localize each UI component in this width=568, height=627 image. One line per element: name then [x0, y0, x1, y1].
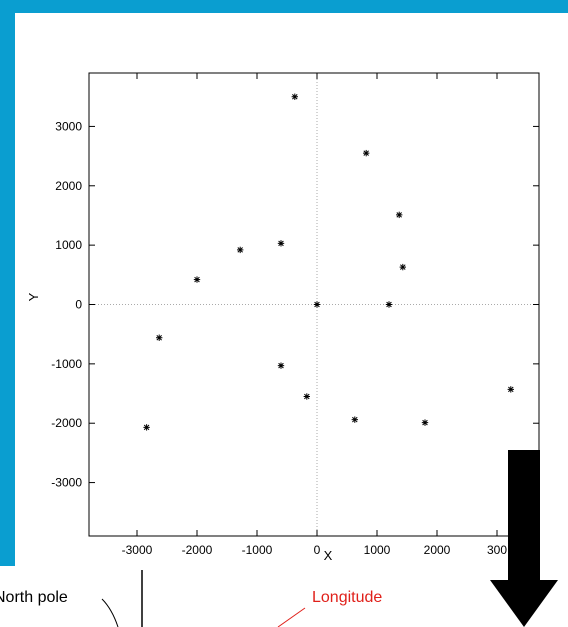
marker-stroke: [386, 301, 392, 308]
marker-stroke: [156, 334, 162, 341]
marker-stroke: [292, 93, 298, 100]
data-point-marker: [313, 301, 321, 308]
data-point-marker: [277, 362, 285, 369]
marker-stroke: [194, 276, 200, 283]
marker-stroke: [304, 393, 310, 400]
x-tick-label: 0: [314, 543, 321, 557]
longitude-leader-line: [277, 607, 306, 627]
marker-stroke: [363, 150, 369, 156]
data-points: [143, 93, 514, 431]
marker-stroke: [143, 424, 150, 431]
marker-stroke: [278, 240, 284, 247]
marker-stroke: [278, 362, 284, 369]
marker-stroke: [314, 301, 320, 308]
data-point-marker: [421, 419, 429, 426]
data-point-marker: [399, 263, 406, 271]
x-axis-label: X: [324, 548, 333, 563]
data-point-marker: [396, 211, 403, 219]
data-point-marker: [351, 416, 358, 423]
x-tick-label: -2000: [182, 543, 213, 557]
data-point-marker: [385, 301, 393, 308]
x-tick-label: -3000: [122, 543, 153, 557]
y-tick-labels: -3000 -2000 -1000 0 1000 2000 3000: [51, 119, 82, 489]
axis-ticks: [89, 73, 539, 536]
x-tick-label: -1000: [242, 543, 273, 557]
y-tick-label: -3000: [51, 476, 82, 490]
data-point-marker: [303, 393, 310, 400]
data-point-marker: [156, 334, 163, 341]
marker-stroke: [508, 386, 514, 393]
north-pole-label: North pole: [0, 589, 68, 606]
down-arrow-shaft: [508, 450, 540, 580]
y-tick-label: 3000: [55, 119, 82, 133]
x-tick-label: 300: [487, 543, 507, 557]
x-tick-labels: -3000 -2000 -1000 0 1000 2000 300: [122, 543, 508, 557]
data-point-marker: [291, 93, 298, 100]
longitude-label: Longitude: [312, 589, 383, 606]
x-tick-label: 2000: [424, 543, 451, 557]
data-point-marker: [237, 246, 244, 254]
marker-stroke: [422, 419, 428, 426]
frame-left-bar: [0, 0, 15, 566]
data-point-marker: [143, 424, 150, 431]
marker-stroke: [237, 247, 243, 253]
y-tick-label: 0: [75, 298, 82, 312]
y-tick-label: 2000: [55, 179, 82, 193]
data-point-marker: [193, 276, 201, 283]
marker-stroke: [396, 212, 402, 218]
marker-stroke: [400, 264, 406, 270]
data-point-marker: [507, 386, 514, 393]
x-tick-label: 1000: [364, 543, 391, 557]
north-pole-leader-line: [101, 598, 119, 627]
frame-top-bar: [0, 0, 568, 13]
y-axis-label: Y: [26, 292, 41, 301]
y-tick-label: 1000: [55, 238, 82, 252]
marker-stroke: [352, 416, 358, 423]
y-tick-label: -2000: [51, 416, 82, 430]
data-point-marker: [363, 149, 370, 157]
down-arrow-head-icon: [490, 580, 558, 627]
data-point-marker: [277, 240, 285, 247]
y-tick-label: -1000: [51, 357, 82, 371]
